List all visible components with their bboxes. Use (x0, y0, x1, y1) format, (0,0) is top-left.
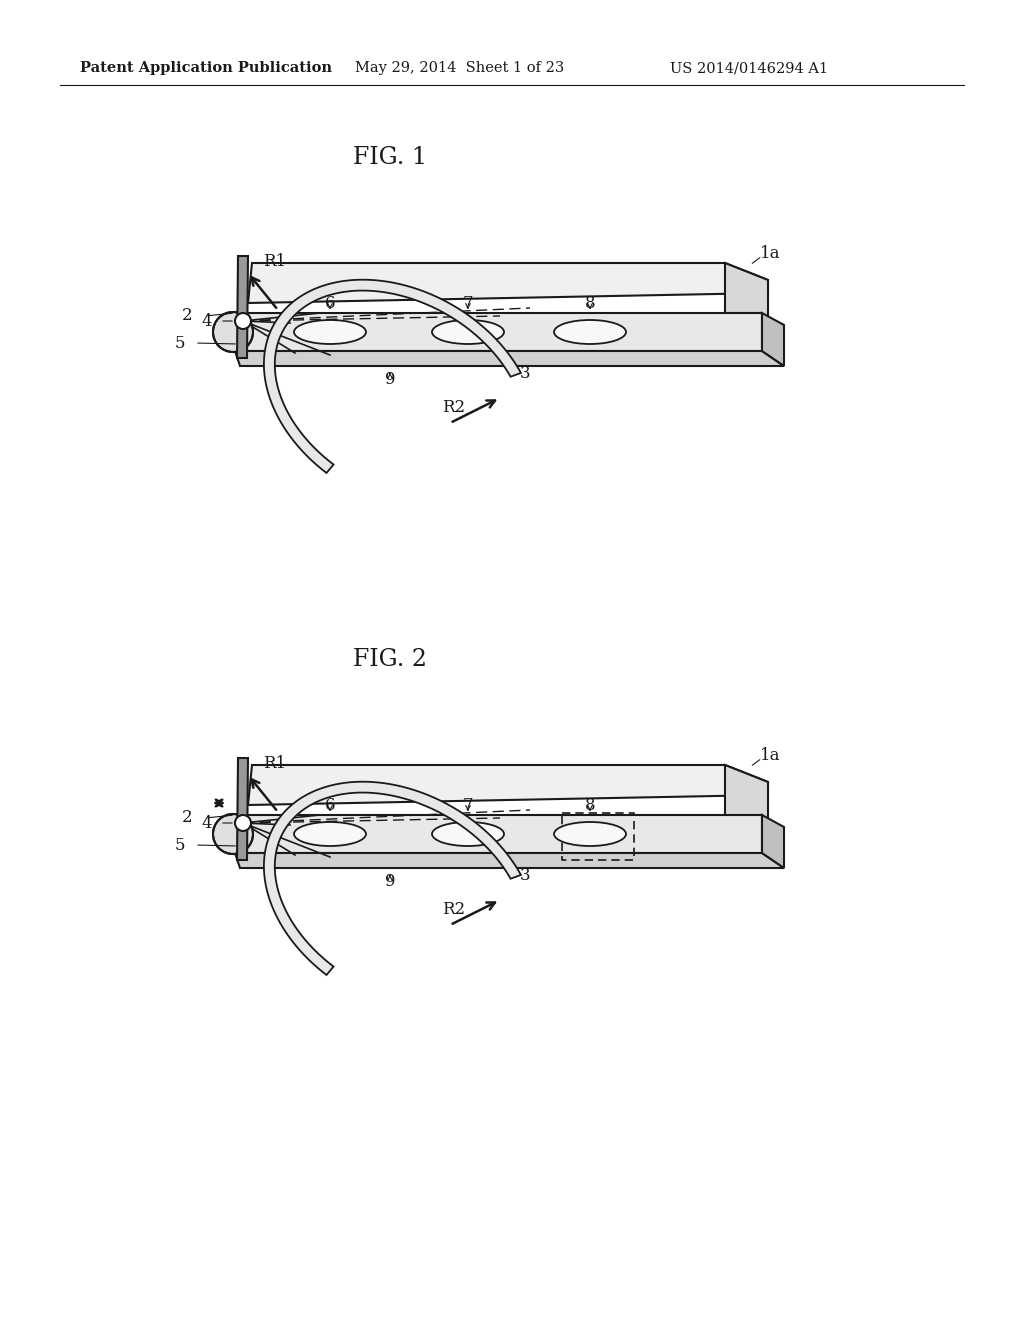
Polygon shape (234, 351, 784, 366)
Text: 3: 3 (520, 866, 530, 883)
Text: 7: 7 (463, 294, 473, 312)
Text: 4: 4 (202, 313, 212, 330)
Text: 3: 3 (520, 364, 530, 381)
Polygon shape (725, 263, 768, 335)
Text: May 29, 2014  Sheet 1 of 23: May 29, 2014 Sheet 1 of 23 (355, 61, 564, 75)
Text: 8: 8 (585, 294, 595, 312)
Text: 5: 5 (174, 334, 185, 351)
Text: 6: 6 (325, 796, 335, 813)
Ellipse shape (554, 319, 626, 345)
Ellipse shape (432, 319, 504, 345)
Polygon shape (762, 313, 784, 366)
Polygon shape (234, 853, 784, 869)
Polygon shape (237, 758, 248, 861)
Text: 4: 4 (202, 814, 212, 832)
Text: R2: R2 (442, 400, 465, 417)
Polygon shape (234, 313, 762, 351)
Text: FIG. 1: FIG. 1 (353, 147, 427, 169)
Text: FIG. 2: FIG. 2 (353, 648, 427, 672)
Polygon shape (248, 766, 768, 805)
Polygon shape (725, 766, 768, 837)
Circle shape (234, 313, 251, 329)
Polygon shape (264, 280, 521, 473)
Polygon shape (248, 263, 768, 304)
Text: 1a: 1a (760, 747, 780, 763)
Ellipse shape (432, 822, 504, 846)
Text: 9: 9 (385, 371, 395, 388)
Text: R1: R1 (263, 252, 286, 269)
Ellipse shape (294, 822, 366, 846)
Ellipse shape (554, 822, 626, 846)
Text: 2: 2 (181, 308, 193, 325)
Text: 2: 2 (181, 809, 193, 826)
Text: R1: R1 (263, 755, 286, 771)
Text: 9: 9 (385, 874, 395, 891)
Polygon shape (762, 814, 784, 869)
Text: 5: 5 (174, 837, 185, 854)
Polygon shape (264, 781, 521, 975)
Circle shape (234, 814, 251, 832)
Circle shape (213, 814, 253, 854)
Polygon shape (237, 256, 248, 358)
Text: US 2014/0146294 A1: US 2014/0146294 A1 (670, 61, 828, 75)
Text: 7: 7 (463, 796, 473, 813)
Polygon shape (234, 814, 762, 853)
Text: 1a: 1a (760, 244, 780, 261)
Circle shape (213, 312, 253, 352)
Text: Patent Application Publication: Patent Application Publication (80, 61, 332, 75)
Ellipse shape (294, 319, 366, 345)
Text: 6: 6 (325, 294, 335, 312)
Text: 8: 8 (585, 796, 595, 813)
Text: R2: R2 (442, 902, 465, 919)
